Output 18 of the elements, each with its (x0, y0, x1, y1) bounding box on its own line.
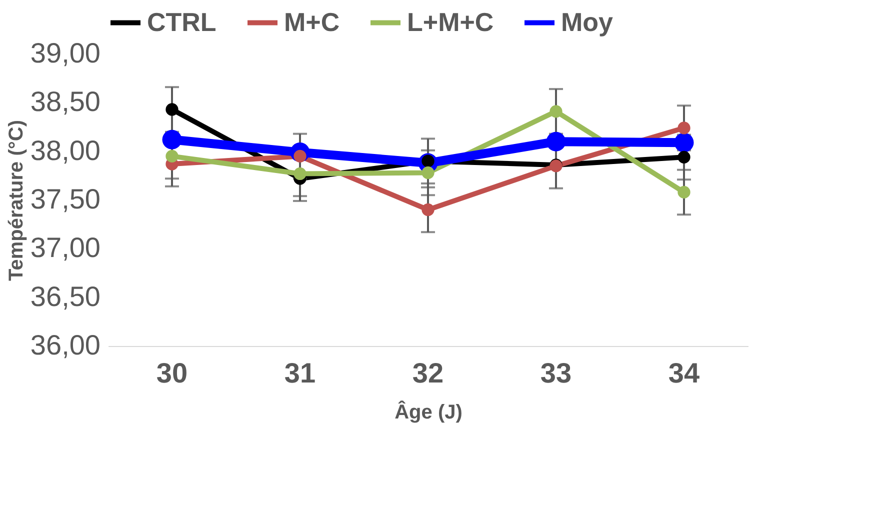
y-tick-label: 37,50 (30, 184, 100, 214)
legend-label: CTRL (147, 6, 216, 37)
y-tick-label: 38,50 (30, 86, 100, 118)
y-tick-label: 37,00 (30, 232, 100, 264)
x-tick-label: 34 (668, 358, 700, 388)
y-tick-label: 38,00 (30, 134, 100, 166)
y-tick-label: 36,50 (30, 280, 100, 312)
y-axis-title: Température (°C) (5, 120, 28, 281)
x-tick-label: 32 (412, 358, 444, 388)
x-axis-title: Âge (J) (394, 400, 462, 424)
x-tick-label: 31 (284, 358, 316, 388)
x-tick-label: 33 (540, 358, 572, 388)
x-tick-label: 30 (156, 358, 188, 388)
y-tick-label: 36,00 (30, 330, 100, 360)
legend-label: M+C (284, 6, 340, 37)
y-tick-label: 39,00 (30, 38, 100, 68)
legend-label: L+M+C (407, 6, 494, 37)
legend-label: Moy (561, 6, 614, 37)
